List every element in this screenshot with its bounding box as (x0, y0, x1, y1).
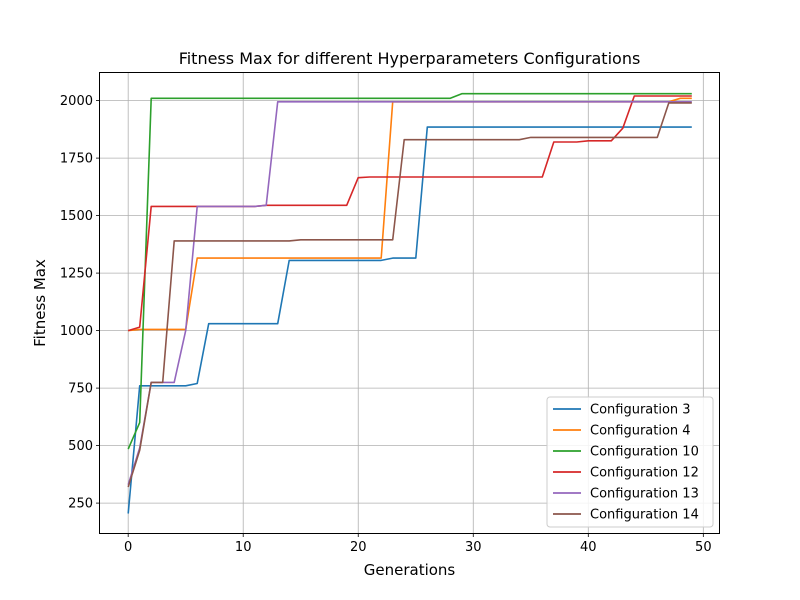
legend-label: Configuration 4 (590, 424, 691, 439)
x-tick-label: 10 (235, 540, 252, 555)
series-lines (127, 92, 692, 514)
series-line-2 (128, 97, 692, 332)
legend-label: Configuration 10 (590, 445, 699, 460)
plot-frame (99, 72, 720, 534)
legend-label: Configuration 12 (590, 466, 699, 481)
x-tick-label: 40 (580, 540, 597, 555)
y-tick-label: 1000 (60, 324, 93, 339)
y-axis-label: Fitness Max (31, 259, 49, 347)
y-tick-label: 1750 (60, 152, 93, 167)
legend-label: Configuration 13 (590, 487, 699, 502)
y-tick-label: 750 (68, 382, 93, 397)
y-tick-label: 2000 (60, 94, 93, 109)
y-tick-label: 250 (68, 497, 93, 512)
legend-label: Configuration 14 (590, 508, 699, 523)
y-tick-label: 1250 (60, 267, 93, 282)
x-tick-label: 30 (465, 540, 482, 555)
series-line-5 (127, 101, 692, 485)
x-tick-label: 20 (350, 540, 367, 555)
series-line-1 (127, 126, 692, 514)
series-line-4 (127, 95, 692, 332)
legend: Configuration 3 Configuration 4 Configurat… (546, 396, 714, 528)
y-axis-ticks: 250 500 750 1000 1250 1500 1750 2000 (60, 94, 100, 512)
grid (100, 73, 720, 533)
series-line-6 (127, 102, 692, 488)
chart-title: Fitness Max for different Hyperparameter… (179, 49, 641, 68)
y-tick-label: 1500 (60, 209, 93, 224)
x-axis-ticks: 0 10 20 30 40 50 (124, 533, 712, 555)
legend-label: Configuration 3 (590, 403, 691, 418)
x-axis-label: Generations (364, 561, 456, 579)
x-tick-label: 0 (124, 540, 132, 555)
series-line-3 (127, 92, 692, 450)
legend-box (546, 396, 714, 528)
x-tick-label: 50 (695, 540, 712, 555)
y-tick-label: 500 (68, 439, 93, 454)
